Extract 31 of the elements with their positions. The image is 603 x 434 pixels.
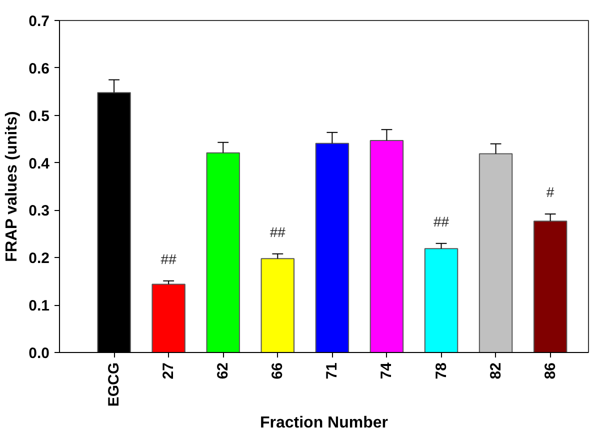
x-tick-label: 78 bbox=[432, 362, 450, 380]
x-tick-label: 62 bbox=[214, 362, 232, 380]
bar bbox=[370, 140, 404, 352]
bar bbox=[152, 284, 186, 352]
x-tick-label: 86 bbox=[542, 362, 559, 380]
annotation: # bbox=[546, 184, 554, 200]
y-tick-label: 0.4 bbox=[28, 155, 50, 172]
annotation: ## bbox=[433, 213, 450, 230]
x-tick-label: 27 bbox=[160, 362, 178, 380]
x-axis-title: Fraction Number bbox=[260, 414, 388, 432]
bar bbox=[424, 248, 458, 352]
bar bbox=[315, 142, 350, 352]
x-tick-label: 82 bbox=[487, 362, 504, 380]
annotation: ## bbox=[160, 250, 177, 267]
x-tick-label: 66 bbox=[269, 362, 286, 380]
x-tick-label: EGCG bbox=[106, 362, 123, 407]
y-tick-label: 0.6 bbox=[28, 60, 50, 78]
y-tick-label: 0.0 bbox=[28, 345, 50, 362]
bar bbox=[478, 153, 513, 352]
bar bbox=[206, 152, 240, 352]
y-tick-label: 0.5 bbox=[28, 108, 50, 125]
x-tick-label: 74 bbox=[378, 362, 396, 380]
y-axis-title: FRAP values (units) bbox=[4, 111, 21, 262]
annotation: ## bbox=[270, 224, 286, 240]
x-tick-label: 71 bbox=[324, 362, 341, 380]
bar bbox=[533, 220, 568, 352]
y-tick-label: 0.2 bbox=[28, 250, 50, 268]
y-tick-label: 0.7 bbox=[28, 13, 50, 30]
y-tick-label: 0.1 bbox=[28, 298, 50, 315]
y-tick-label: 0.3 bbox=[28, 202, 50, 220]
bar bbox=[260, 258, 295, 352]
